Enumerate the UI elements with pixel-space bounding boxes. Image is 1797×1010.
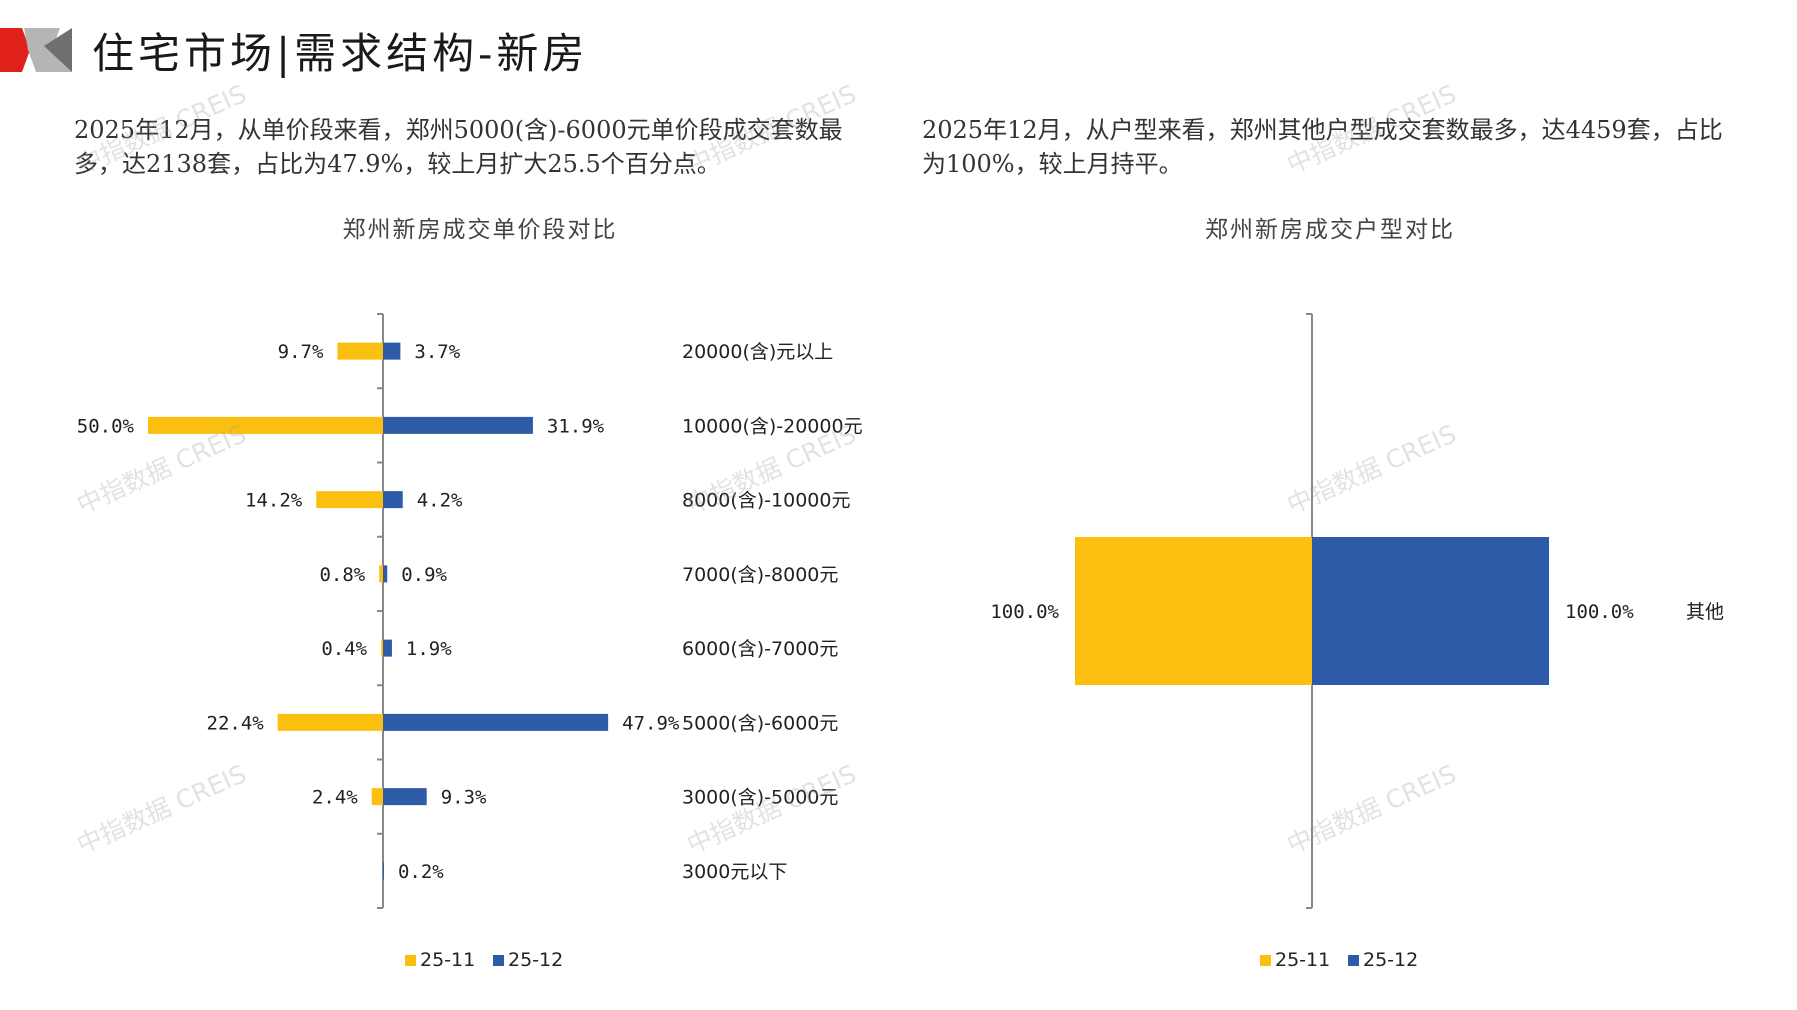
category-label: 3000(含)-5000元: [682, 787, 838, 809]
summary-left: 2025年12月，从单价段来看，郑州5000(含)-6000元单价段成交套数最多…: [74, 116, 843, 178]
category-label: 6000(含)-7000元: [682, 638, 838, 660]
category-label: 10000(含)-20000元: [682, 415, 863, 437]
category-label: 3000元以下: [682, 861, 787, 883]
legend-swatch-25-12: [1348, 955, 1359, 966]
brand-logo: [0, 28, 72, 72]
legend-label-25-11: 25-11: [1275, 949, 1330, 971]
legend-label-25-12: 25-12: [508, 949, 563, 971]
data-label-25-12: 31.9%: [547, 415, 605, 437]
data-label-25-12: 47.9%: [622, 712, 680, 734]
legend-swatch-25-11: [405, 955, 416, 966]
data-label-25-11: 14.2%: [245, 490, 303, 512]
chart-title-price: 郑州新房成交单价段对比: [342, 217, 618, 243]
data-label-25-11: 2.4%: [312, 787, 358, 809]
bar-25-12: [383, 342, 401, 360]
category-label: 其他: [1686, 601, 1724, 623]
bar-25-12: [383, 862, 384, 880]
data-label-25-12: 100.0%: [1565, 601, 1634, 623]
bar-25-11: [337, 342, 383, 360]
data-label-25-11: 22.4%: [207, 712, 265, 734]
legend-label-25-11: 25-11: [420, 949, 475, 971]
legend-swatch-25-11: [1260, 955, 1271, 966]
data-label-25-11: 50.0%: [77, 415, 135, 437]
category-label: 5000(含)-6000元: [682, 712, 838, 734]
bar-25-12: [383, 639, 392, 657]
page-title: 住宅市场|需求结构-新房: [92, 29, 589, 78]
bar-25-12: [383, 416, 533, 434]
data-label-25-11: 0.8%: [319, 564, 365, 586]
category-label: 8000(含)-10000元: [682, 490, 850, 512]
bar-25-11: [381, 639, 383, 657]
data-label-25-12: 0.9%: [401, 564, 447, 586]
data-label-25-12: 1.9%: [406, 638, 452, 660]
data-label-25-12: 0.2%: [398, 861, 444, 883]
bar-25-12: [383, 788, 427, 806]
data-label-25-12: 4.2%: [417, 490, 463, 512]
bar-25-11: [371, 788, 383, 806]
bar-25-11: [1075, 537, 1312, 685]
chart-title-type: 郑州新房成交户型对比: [1205, 217, 1455, 243]
bar-25-12: [383, 713, 609, 731]
category-label: 7000(含)-8000元: [682, 564, 838, 586]
summary-right: 2025年12月，从户型来看，郑州其他户型成交套数最多，达4459套，占比为10…: [922, 116, 1723, 178]
data-label-25-11: 9.7%: [278, 341, 324, 363]
data-label-25-12: 3.7%: [414, 341, 460, 363]
data-label-25-11: 0.4%: [321, 638, 367, 660]
bar-25-12: [383, 491, 403, 509]
bar-25-12: [383, 565, 388, 583]
data-label-25-12: 9.3%: [441, 787, 487, 809]
bar-25-11: [379, 565, 383, 583]
legend-swatch-25-12: [493, 955, 504, 966]
bar-25-11: [277, 713, 383, 731]
data-label-25-11: 100.0%: [990, 601, 1059, 623]
legend-label-25-12: 25-12: [1363, 949, 1418, 971]
bar-25-12: [1312, 537, 1549, 685]
bar-25-11: [148, 416, 383, 434]
category-label: 20000(含)元以上: [682, 341, 833, 363]
bar-25-11: [316, 491, 383, 509]
